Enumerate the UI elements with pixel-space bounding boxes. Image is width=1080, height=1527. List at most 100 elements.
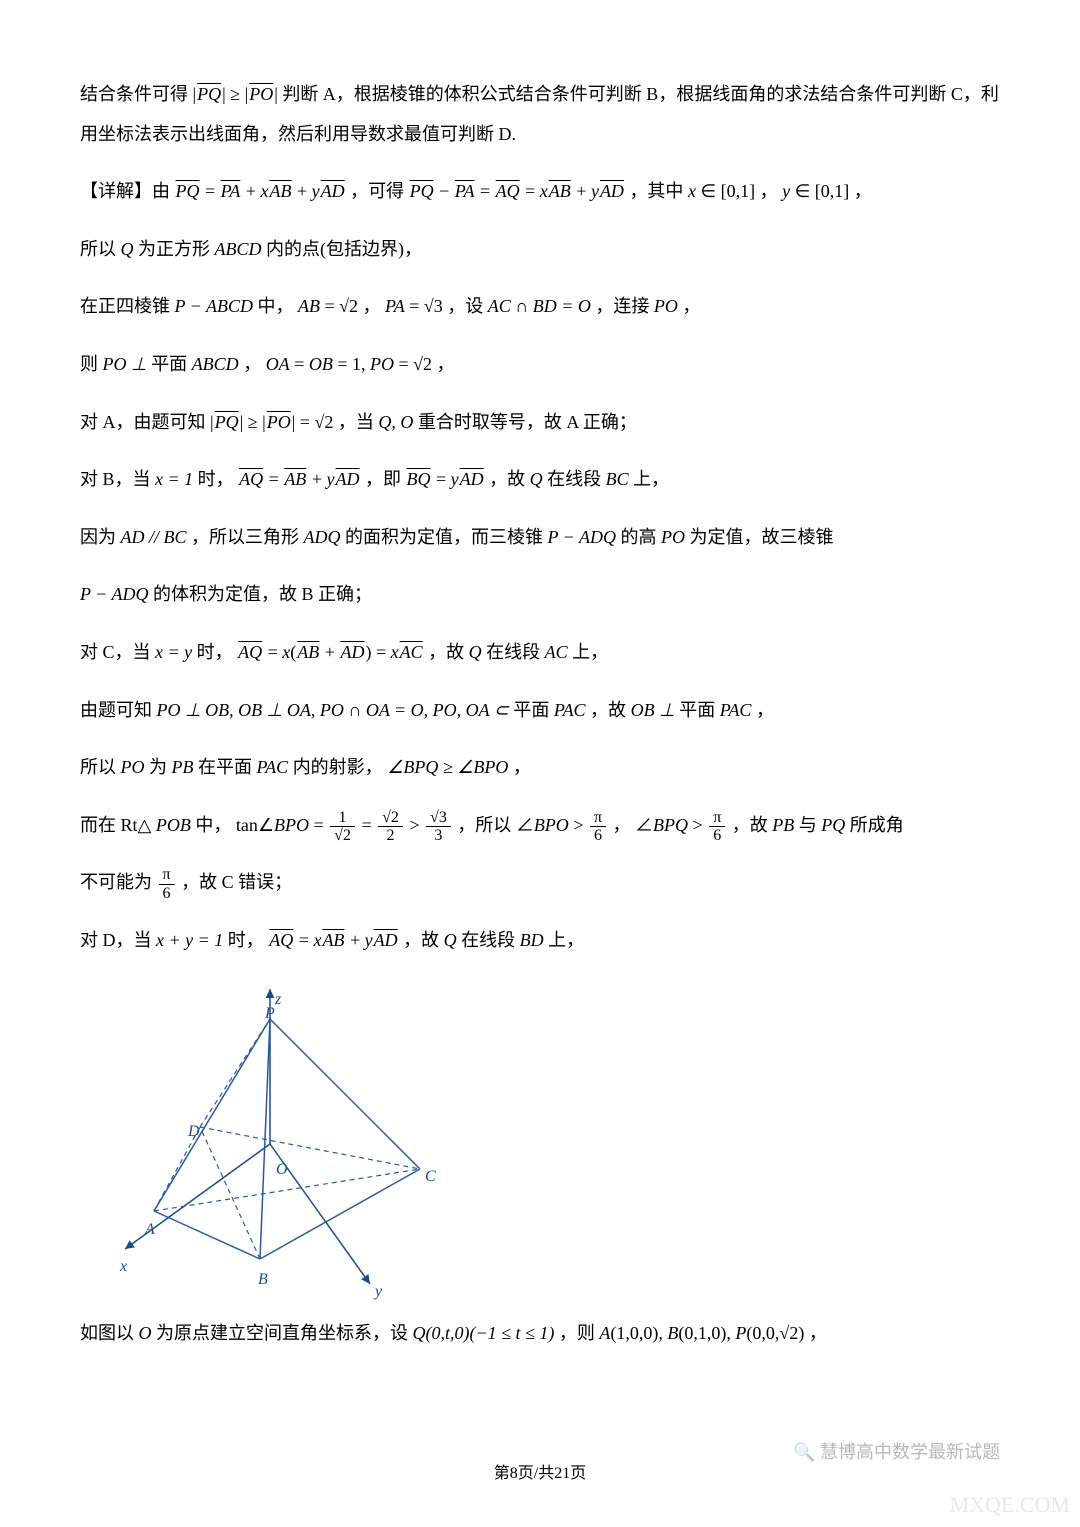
text: 对 B，当 bbox=[80, 469, 155, 489]
para-14: 不可能为 π6 ，故 C 错误； bbox=[80, 863, 1000, 903]
para-9: P − ADQ 的体积为定值，故 B 正确； bbox=[80, 575, 1000, 615]
formula: PAC bbox=[257, 757, 289, 777]
formula: AC ∩ BD = O bbox=[488, 296, 591, 316]
text: 为正方形 bbox=[138, 239, 215, 259]
text: ，连接 bbox=[595, 296, 654, 316]
text: 对 D，当 bbox=[80, 930, 156, 950]
text: 时， bbox=[197, 642, 233, 662]
formula: BD bbox=[520, 930, 544, 950]
formula: ABCD bbox=[215, 239, 262, 259]
figure-label-y: y bbox=[375, 1279, 382, 1305]
figure-label-P: P bbox=[265, 1001, 275, 1027]
formula: π6 bbox=[157, 872, 177, 892]
formula: AD // BC bbox=[121, 527, 187, 547]
formula: x = 1 bbox=[155, 469, 193, 489]
text: ， bbox=[756, 700, 774, 720]
formula: Q, O bbox=[378, 412, 413, 432]
text: ， bbox=[854, 181, 872, 201]
text: ，所以三角形 bbox=[191, 527, 304, 547]
text: ，则 bbox=[559, 1323, 600, 1343]
formula: P − ADQ bbox=[80, 584, 148, 604]
text: ， bbox=[363, 296, 381, 316]
text: ，故 bbox=[732, 815, 773, 835]
formula: Q bbox=[444, 930, 457, 950]
para-4: 在正四棱锥 P − ABCD 中， AB = 2 ， PA = 3 ，设 AC … bbox=[80, 287, 1000, 327]
text: 对 A，由题可知 bbox=[80, 412, 210, 432]
formula: PO bbox=[661, 527, 685, 547]
text: 的面积为定值，而三棱锥 bbox=[345, 527, 548, 547]
text: 则 bbox=[80, 354, 103, 374]
formula: PO ⊥ OB, OB ⊥ OA, PO ∩ OA = O, PO, OA ⊂ bbox=[157, 700, 509, 720]
text: 内的射影， bbox=[293, 757, 383, 777]
formula: BC bbox=[606, 469, 629, 489]
text: ，即 bbox=[365, 469, 406, 489]
formula: ABCD bbox=[192, 354, 239, 374]
formula: Q bbox=[469, 642, 482, 662]
text: 为原点建立空间直角坐标系，设 bbox=[156, 1323, 413, 1343]
formula: x ∈ [0,1] bbox=[688, 181, 755, 201]
text: 的高 bbox=[620, 527, 661, 547]
text: ， bbox=[682, 296, 700, 316]
text: 上， bbox=[548, 930, 584, 950]
formula: P − ADQ bbox=[548, 527, 616, 547]
text: ， bbox=[513, 757, 531, 777]
figure-label-O: O bbox=[276, 1157, 288, 1183]
para-3: 所以 Q 为正方形 ABCD 内的点(包括边界)， bbox=[80, 230, 1000, 270]
text: ， bbox=[613, 815, 631, 835]
text: 上， bbox=[633, 469, 669, 489]
text: ，故 bbox=[590, 700, 631, 720]
formula: PO ⊥ bbox=[103, 354, 147, 374]
formula: PQ = PA + xAB + yAD bbox=[175, 181, 346, 201]
formula: OA = OB = 1, PO = 2 bbox=[266, 354, 432, 374]
para-1: 结合条件可得 |PQ| ≥ |PO| 判断 A，根据棱锥的体积公式结合条件可判断… bbox=[80, 75, 1000, 154]
formula: ADQ bbox=[304, 527, 341, 547]
formula: BQ = yAD bbox=[405, 469, 484, 489]
text: ，可得 bbox=[350, 181, 409, 201]
text: 时， bbox=[228, 930, 264, 950]
formula: y ∈ [0,1] bbox=[782, 181, 849, 201]
formula: PA = 3 bbox=[385, 296, 443, 316]
text: ，故 bbox=[489, 469, 530, 489]
formula: P − ABCD bbox=[175, 296, 254, 316]
text: 在线段 bbox=[486, 642, 545, 662]
para-5: 则 PO ⊥ 平面 ABCD ， OA = OB = 1, PO = 2 ， bbox=[80, 345, 1000, 385]
text: 所以 bbox=[80, 757, 121, 777]
text: ， bbox=[760, 181, 778, 201]
formula: AC bbox=[545, 642, 568, 662]
text: 不可能为 bbox=[80, 872, 157, 892]
text: ，其中 bbox=[629, 181, 688, 201]
text: 【详解】由 bbox=[80, 181, 175, 201]
text: ，设 bbox=[447, 296, 488, 316]
figure-label-B: B bbox=[258, 1267, 268, 1293]
para-11: 由题可知 PO ⊥ OB, OB ⊥ OA, PO ∩ OA = O, PO, … bbox=[80, 691, 1000, 731]
text: 为定值，故三棱锥 bbox=[689, 527, 833, 547]
text: 在平面 bbox=[198, 757, 257, 777]
text: 中， bbox=[258, 296, 294, 316]
text: 由题可知 bbox=[80, 700, 157, 720]
formula: OB ⊥ bbox=[631, 700, 675, 720]
formula: AB = 2 bbox=[298, 296, 358, 316]
formula: AQ = x(AB + AD) = xAC bbox=[237, 642, 423, 662]
formula: O bbox=[139, 1323, 152, 1343]
formula: Q bbox=[530, 469, 543, 489]
formula: tan∠BPO = 1√2 = √22 > √33 bbox=[236, 815, 453, 835]
text: ，故 bbox=[403, 930, 444, 950]
text: 在线段 bbox=[461, 930, 520, 950]
para-2: 【详解】由 PQ = PA + xAB + yAD ，可得 PQ − PA = … bbox=[80, 172, 1000, 212]
text: ， bbox=[243, 354, 261, 374]
formula: AQ = AB + yAD bbox=[238, 469, 360, 489]
para-13: 而在 Rt△ POB 中， tan∠BPO = 1√2 = √22 > √33 … bbox=[80, 806, 1000, 846]
text: 如图以 bbox=[80, 1323, 139, 1343]
figure-label-z: z bbox=[275, 987, 281, 1013]
para-15: 对 D，当 x + y = 1 时， AQ = xAB + yAD ，故 Q 在… bbox=[80, 921, 1000, 961]
formula: PO bbox=[654, 296, 678, 316]
text: 而在 Rt△ bbox=[80, 815, 151, 835]
text: 重合时取等号，故 A 正确； bbox=[418, 412, 637, 432]
text: 平面 bbox=[513, 700, 554, 720]
figure-label-x: x bbox=[120, 1254, 127, 1280]
pyramid-svg bbox=[120, 979, 460, 1299]
figure-label-C: C bbox=[425, 1164, 436, 1190]
formula: |PQ| ≥ |PO| = 2 bbox=[210, 412, 333, 432]
formula: ∠BPQ ≥ ∠BPO bbox=[387, 757, 508, 777]
text: 为 bbox=[149, 757, 172, 777]
